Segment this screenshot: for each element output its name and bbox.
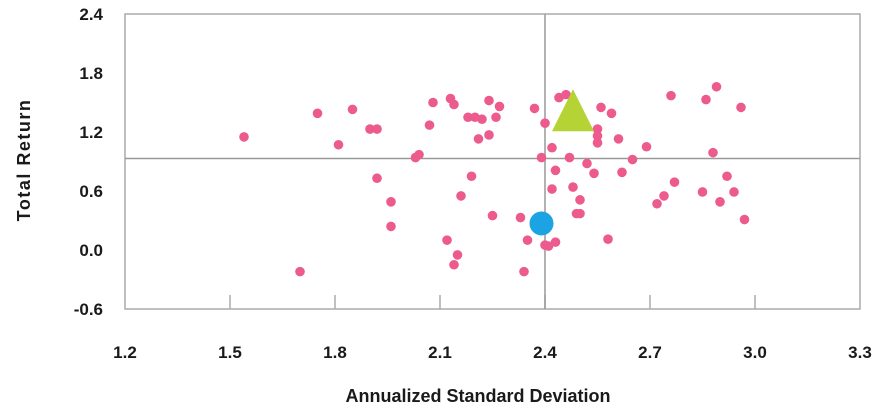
y-tick-label: -0.6: [74, 300, 103, 319]
x-axis-title: Annualized Standard Deviation: [345, 386, 610, 406]
data-point: [547, 184, 557, 194]
data-point: [575, 208, 585, 219]
y-tick-label: 2.4: [79, 5, 103, 24]
reference-lines: [125, 14, 860, 309]
data-point: [729, 187, 739, 197]
data-point: [547, 142, 557, 153]
data-point: [582, 158, 592, 169]
data-point: [365, 124, 375, 134]
y-axis-title: Total Return: [14, 99, 34, 222]
data-point: [442, 235, 452, 245]
data-point: [494, 101, 505, 112]
x-tick-label: 1.5: [218, 343, 242, 362]
data-point: [536, 152, 547, 163]
data-point: [333, 139, 344, 150]
data-point: [589, 168, 599, 179]
data-point: [529, 103, 540, 114]
data-point: [596, 102, 606, 113]
data-point: [550, 237, 561, 247]
data-point: [659, 191, 669, 201]
data-point: [477, 114, 487, 125]
data-point: [449, 99, 459, 110]
data-point: [641, 141, 652, 152]
data-points: [239, 81, 750, 277]
data-point: [603, 234, 613, 244]
data-point: [312, 108, 323, 119]
data-point: [522, 235, 533, 245]
y-tick-label: 1.8: [79, 64, 103, 83]
data-point: [575, 195, 585, 205]
data-point: [736, 102, 746, 113]
highlight-triangle-marker: [552, 89, 594, 132]
data-point: [627, 154, 638, 165]
x-tick-label: 2.4: [533, 343, 557, 362]
data-point: [466, 171, 477, 182]
data-point: [239, 132, 249, 142]
data-point: [386, 221, 396, 232]
x-tick-label: 3.0: [743, 343, 767, 362]
data-point: [463, 112, 473, 123]
y-tick-label: 0.0: [79, 241, 103, 260]
data-point: [295, 266, 305, 277]
x-tick-label: 2.1: [428, 343, 452, 362]
data-point: [414, 149, 424, 160]
data-point: [722, 171, 732, 182]
data-point: [456, 191, 466, 201]
x-tick-label: 1.8: [323, 343, 347, 362]
data-point: [540, 118, 550, 128]
data-point: [452, 250, 463, 260]
data-point: [543, 241, 554, 251]
data-point: [711, 81, 722, 92]
data-point: [592, 131, 603, 141]
x-tick-label: 3.3: [848, 343, 872, 362]
data-point: [564, 152, 575, 163]
plot-frame: [124, 13, 861, 310]
data-point: [386, 197, 396, 207]
data-point: [701, 94, 711, 105]
data-point: [473, 134, 484, 144]
y-tick-label: 1.2: [79, 123, 103, 142]
x-tick-label: 2.7: [638, 343, 662, 362]
data-point: [697, 187, 708, 197]
x-tick-marks: [229, 295, 756, 309]
data-point: [372, 173, 382, 184]
data-point: [449, 259, 459, 270]
x-tick-labels: 1.2 1.5 1.8 2.1 2.4 2.7 3.0 3.3: [113, 343, 872, 362]
data-point: [715, 197, 725, 207]
data-point: [708, 147, 718, 158]
data-point: [652, 198, 662, 209]
data-point: [519, 266, 529, 277]
data-point: [666, 90, 676, 101]
x-tick-label: 1.2: [113, 343, 137, 362]
data-point: [613, 134, 624, 144]
data-point: [515, 212, 526, 223]
y-tick-labels: 2.4 1.8 1.2 0.6 0.0 -0.6: [74, 5, 104, 319]
data-point: [491, 112, 501, 123]
data-point: [484, 130, 494, 140]
data-point: [592, 138, 603, 148]
data-point: [561, 89, 571, 100]
data-point: [550, 165, 561, 176]
data-point: [592, 124, 603, 134]
highlight-circle-marker: [529, 211, 554, 236]
data-point: [739, 214, 750, 225]
data-point: [669, 177, 680, 187]
y-tick-label: 0.6: [79, 182, 103, 201]
data-point: [372, 124, 382, 134]
data-point: [606, 108, 617, 119]
data-point: [617, 167, 627, 178]
data-point: [428, 97, 438, 108]
data-point: [347, 104, 358, 115]
data-point: [568, 182, 578, 192]
data-point: [424, 120, 435, 130]
data-point: [484, 95, 494, 106]
data-point: [487, 210, 498, 221]
